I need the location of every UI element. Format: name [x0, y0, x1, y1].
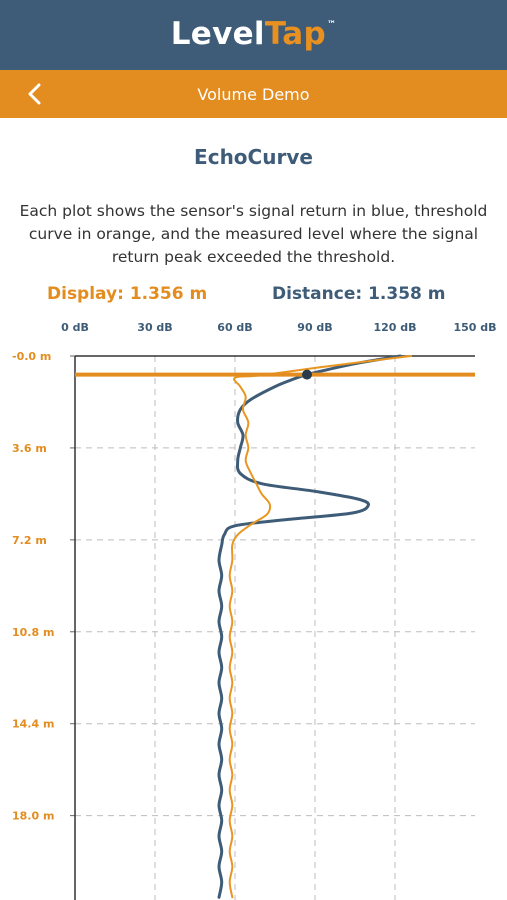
logo-text-level: Level: [170, 16, 265, 52]
chart-grid: [75, 356, 475, 900]
threshold-series-line: [228, 355, 412, 899]
echo-curve-chart: 0 dB 30 dB 60 dB 90 dB 120 dB 150 dB -0.0 m 3.…: [12, 321, 497, 900]
logo-text-tap: Tap: [264, 16, 326, 52]
page-title: EchoCurve: [194, 145, 313, 169]
x-tick-label: 150 dB: [453, 321, 496, 334]
nav-title: Volume Demo: [197, 84, 310, 104]
logo-trademark: ™: [327, 20, 337, 30]
chevron-left-icon: [28, 83, 41, 105]
x-axis-ticks: 0 dB 30 dB 60 dB 90 dB 120 dB 150 dB: [61, 321, 496, 334]
distance-readout: Distance: 1.358 m: [272, 284, 446, 304]
signal-series-line: [217, 354, 402, 899]
nav-bar: Volume Demo: [0, 70, 507, 118]
level-readouts: Display: 1.356 m Distance: 1.358 m: [0, 284, 507, 306]
x-tick-label: 90 dB: [297, 321, 332, 334]
x-tick-label: 30 dB: [137, 321, 172, 334]
app-header: Level Tap ™: [0, 0, 507, 70]
y-tick-label: 3.6 m: [12, 442, 47, 455]
distance-value: 1.358 m: [368, 284, 446, 304]
x-tick-label: 0 dB: [61, 321, 89, 334]
display-readout: Display: 1.356 m: [47, 284, 207, 304]
x-tick-label: 60 dB: [217, 321, 252, 334]
back-button[interactable]: [22, 81, 48, 107]
chart-axes: [74, 355, 475, 900]
chart-markers: [75, 369, 475, 380]
chart-description: Each plot shows the sensor's signal retu…: [19, 202, 488, 266]
peak-marker-point: [302, 369, 312, 380]
display-label: Display:: [47, 284, 124, 304]
display-value: 1.356 m: [129, 284, 208, 304]
distance-label: Distance:: [272, 284, 363, 304]
y-tick-label: 10.8 m: [12, 626, 54, 639]
y-tick-label: 7.2 m: [12, 534, 47, 547]
x-tick-label: 120 dB: [373, 321, 416, 334]
chart-series: [217, 354, 412, 899]
y-axis-ticks: -0.0 m 3.6 m 7.2 m 10.8 m 14.4 m 18.0 m: [12, 350, 75, 823]
leveltap-logo: Level Tap ™: [171, 16, 337, 52]
y-tick-label: 18.0 m: [12, 810, 54, 823]
y-tick-label: 14.4 m: [12, 718, 54, 731]
y-tick-label: -0.0 m: [12, 350, 51, 363]
